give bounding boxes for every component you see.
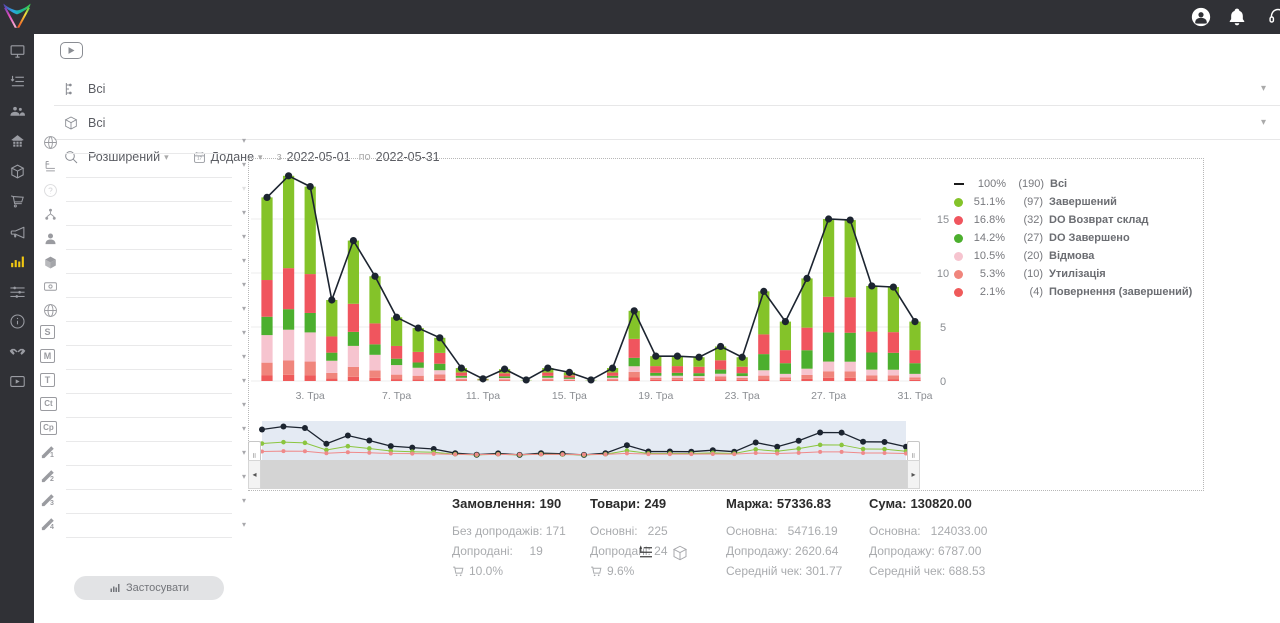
svg-text:15: 15 [937,214,949,226]
svg-text:7. Тра: 7. Тра [382,390,411,402]
svg-text:10: 10 [937,268,949,280]
svg-text:31. Тра: 31. Тра [897,390,932,402]
svg-text:15. Тра: 15. Тра [552,390,587,402]
svg-text:5: 5 [940,322,946,334]
svg-text:0: 0 [940,376,946,388]
svg-text:3. Тра: 3. Тра [296,390,325,402]
svg-text:11. Тра: 11. Тра [466,390,500,402]
svg-text:23. Тра: 23. Тра [725,390,760,402]
svg-text:27. Тра: 27. Тра [811,390,846,402]
svg-text:19. Тра: 19. Тра [638,390,673,402]
